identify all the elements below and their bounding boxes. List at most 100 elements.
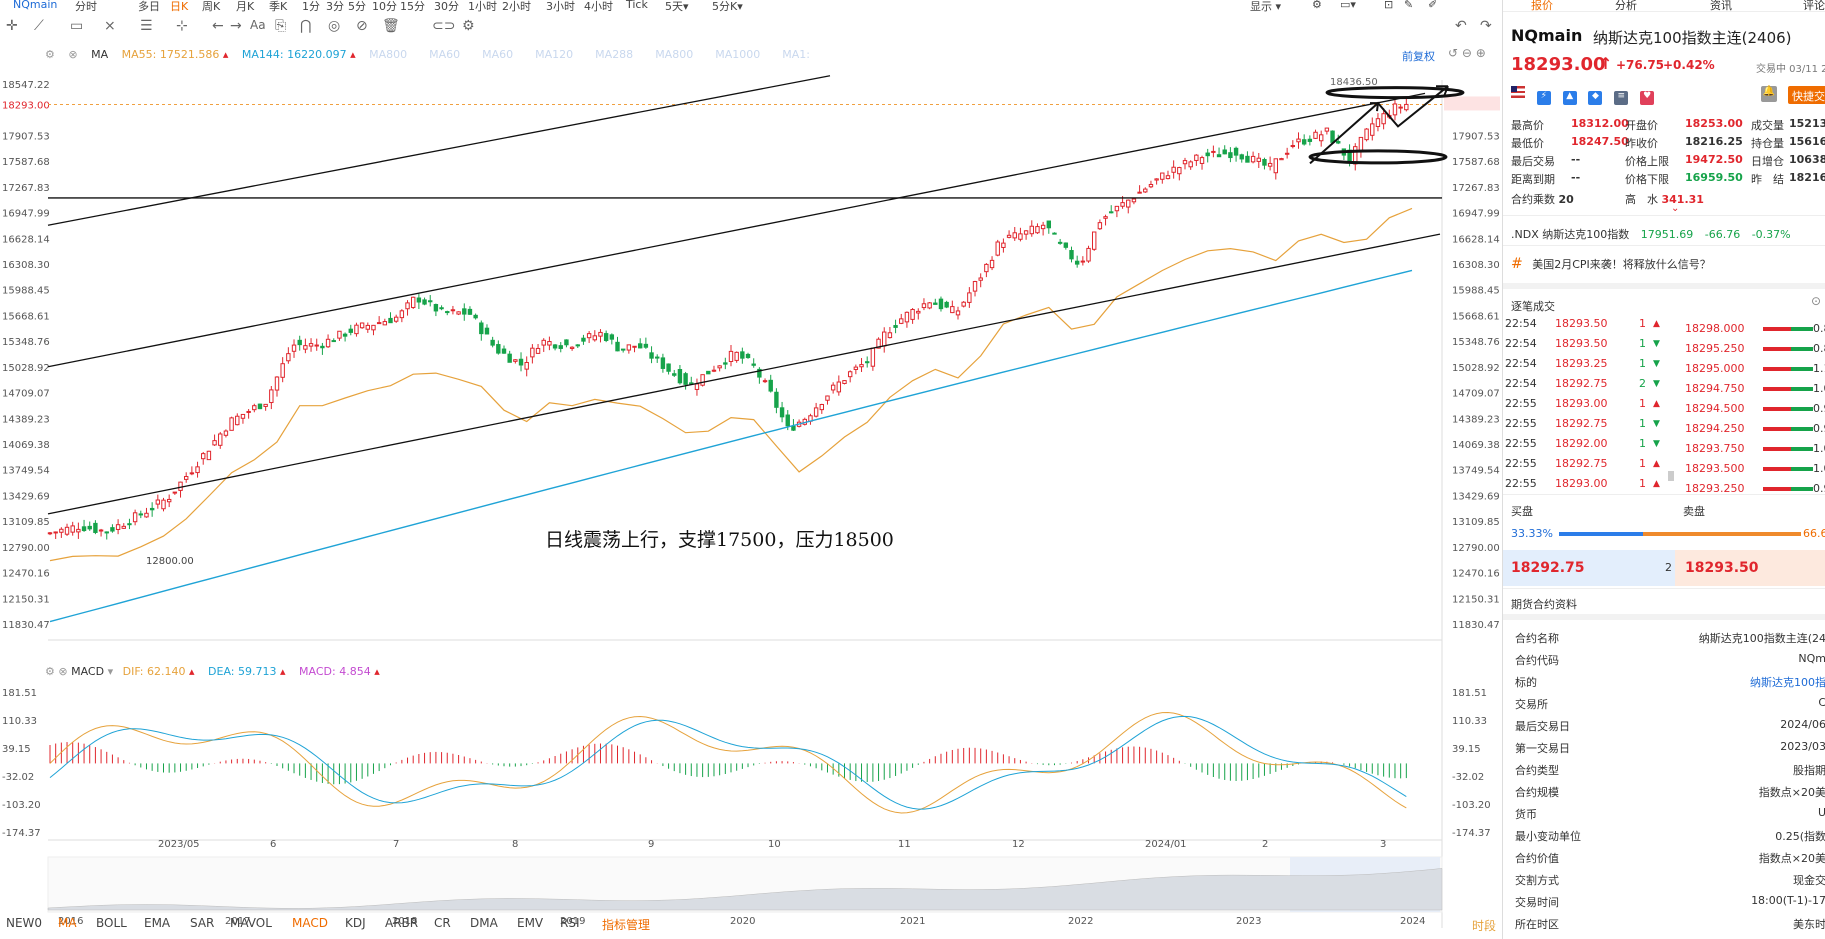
zoom-out-icon[interactable]: ⊖ <box>1461 46 1472 60</box>
crosshair-icon[interactable]: ✛ <box>6 18 18 34</box>
quick-trade-button[interactable]: 快捷交 <box>1788 86 1825 104</box>
indicator-tab[interactable]: BOLL <box>96 916 127 930</box>
edit-icon[interactable]: ✎ <box>1404 0 1414 11</box>
line-tool-icon[interactable]: ⟋ <box>34 18 44 34</box>
reset-icon[interactable]: ↺ <box>1448 46 1459 60</box>
indicator-tab[interactable]: ARBR <box>385 916 419 930</box>
indicator-tab[interactable]: RSI <box>560 916 580 930</box>
doc-icon[interactable]: ≡ <box>1614 91 1629 105</box>
candle-body <box>1109 211 1114 214</box>
ask-box[interactable] <box>1675 550 1825 586</box>
shape-tool-icon[interactable]: ▭ <box>70 18 84 34</box>
eye-icon[interactable]: ◎ <box>328 18 341 34</box>
period-tab[interactable]: 月K <box>236 0 255 13</box>
depth-price: 18295.250 <box>1685 342 1745 355</box>
zoom-in-icon[interactable]: ⊕ <box>1475 46 1486 60</box>
period-tab[interactable]: 多日 <box>138 0 160 13</box>
panel-tab[interactable]: 资讯 <box>1710 0 1732 12</box>
magnet-icon[interactable]: ⋂ <box>300 18 312 34</box>
panel-tab[interactable]: 报价 <box>1531 0 1553 12</box>
period-tab[interactable]: 季K <box>269 0 288 13</box>
period-tab[interactable]: 10分 <box>372 0 397 13</box>
kline-chart[interactable]: 18547.22 18293.00 17907.53 17587.68 17267.83… <box>0 40 1500 939</box>
channel-tool-icon[interactable]: ☰ <box>140 18 153 34</box>
candle-body <box>178 481 183 491</box>
link-icon[interactable]: ⊂⊃ <box>432 18 456 34</box>
settings-icon[interactable]: ⚙ <box>45 48 55 61</box>
period-tab[interactable]: 2小时 <box>502 0 531 13</box>
candle-body <box>984 263 989 273</box>
period-tab[interactable]: 30分 <box>434 0 459 13</box>
indicator-tab[interactable]: MACD <box>292 916 328 930</box>
undo-icon[interactable]: ↶ <box>1455 18 1467 34</box>
period-tab[interactable]: 1小时 <box>468 0 497 13</box>
panel-tab[interactable]: 分析 <box>1615 0 1637 12</box>
indicator-tab[interactable]: DMA <box>470 916 498 930</box>
price-change-pct: +0.42% <box>1663 58 1715 72</box>
period-tab[interactable]: Tick <box>626 0 648 11</box>
info-value[interactable]: 纳斯达克100指 <box>1750 676 1825 689</box>
heart-icon[interactable]: ♥ <box>1640 91 1655 105</box>
news-headline[interactable]: 美国2月CPI来袭！将释放什么信号？ <box>1532 258 1711 271</box>
period-tab[interactable]: 分时 <box>75 0 97 13</box>
bell-icon[interactable]: 🔔 <box>1761 86 1777 102</box>
arrow-forward-icon[interactable]: → <box>230 18 242 34</box>
symbol-label[interactable]: NQmain <box>13 0 58 11</box>
period-tab[interactable]: 5分 <box>348 0 366 13</box>
candle-body <box>428 300 433 303</box>
close-icon[interactable]: ⊗ <box>58 665 68 678</box>
news-row[interactable]: # 美国2月CPI来袭！将释放什么信号？ <box>1511 256 1711 272</box>
indicator-tab[interactable]: NEW0 <box>6 916 43 930</box>
tag-icon[interactable]: ◆ <box>1588 91 1603 105</box>
panel-tab[interactable]: 评论 <box>1803 0 1825 12</box>
index-row[interactable]: .NDX 纳斯达克100指数 17951.69 -66.76 -0.37% <box>1511 226 1791 242</box>
measure-tool-icon[interactable]: ⊹ <box>176 18 188 34</box>
flash-icon[interactable]: ⚡ <box>1536 91 1551 105</box>
hide-icon[interactable]: ⊘ <box>356 18 368 34</box>
text-tool-icon[interactable]: Aa <box>250 18 266 32</box>
contracts-row: 合约乘数 20 <box>1511 191 1574 207</box>
info-value: 股指期 <box>1793 764 1825 777</box>
expand-icon[interactable]: ⌄ <box>1671 203 1680 214</box>
period-tab[interactable]: 1分 <box>302 0 320 13</box>
bid-box[interactable] <box>1503 550 1675 586</box>
indicator-tab[interactable]: CR <box>434 916 451 930</box>
restore-button[interactable]: 前复权 <box>1402 50 1435 63</box>
settings-icon[interactable]: ⚙ <box>462 18 475 34</box>
indicator-tab[interactable]: KDJ <box>345 916 366 930</box>
redo-icon[interactable]: ↷ <box>1480 18 1492 34</box>
session-button[interactable]: 时段 <box>1472 919 1497 933</box>
pen-tool-icon[interactable]: ⎘ <box>275 18 287 34</box>
more-icon[interactable]: ⊙ <box>1811 294 1822 308</box>
period-tab[interactable]: 周K <box>202 0 221 13</box>
period-tab[interactable]: 3分 <box>326 0 344 13</box>
stat-value: 18216.25 <box>1789 171 1825 184</box>
indicator-tab[interactable]: EMA <box>144 916 171 930</box>
fib-tool-icon[interactable]: ⨯ <box>104 18 116 34</box>
display-menu[interactable]: 显示 ▾ <box>1250 0 1282 13</box>
indicator-tab[interactable]: MAVOL <box>230 916 272 930</box>
close-icon[interactable]: ⊗ <box>68 48 78 61</box>
period-tab[interactable]: 5分K▾ <box>712 0 743 13</box>
trash-icon[interactable]: 🗑 <box>382 18 400 34</box>
settings-icon[interactable]: ⚙ <box>45 665 55 678</box>
scrollbar[interactable] <box>1668 471 1674 481</box>
settings-icon[interactable]: ⚙ <box>1312 0 1322 11</box>
indicator-tab[interactable]: MA <box>58 916 77 930</box>
indicator-tab[interactable]: EMV <box>517 916 544 930</box>
period-tab[interactable]: 4小时 <box>584 0 613 13</box>
chart-area[interactable]: 18547.22 18293.00 17907.53 17587.68 17267.83… <box>0 40 1500 939</box>
chart-icon[interactable]: ▲ <box>1562 91 1577 105</box>
x-axis-label: 10 <box>768 839 781 850</box>
period-tab[interactable]: 3小时 <box>546 0 575 13</box>
candle-body <box>81 526 87 532</box>
layout-icon[interactable]: ▭▾ <box>1340 0 1356 11</box>
period-tab[interactable]: 15分 <box>400 0 425 13</box>
camera-icon[interactable]: ⊡ <box>1384 0 1394 11</box>
brush-icon[interactable]: ✐ <box>1428 0 1438 11</box>
period-tab[interactable]: 日K <box>170 0 189 13</box>
arrow-back-icon[interactable]: ← <box>212 18 224 34</box>
period-tab[interactable]: 5天▾ <box>665 0 689 13</box>
indicator-tab[interactable]: 指标管理 <box>602 918 651 932</box>
indicator-tab[interactable]: SAR <box>190 916 215 930</box>
